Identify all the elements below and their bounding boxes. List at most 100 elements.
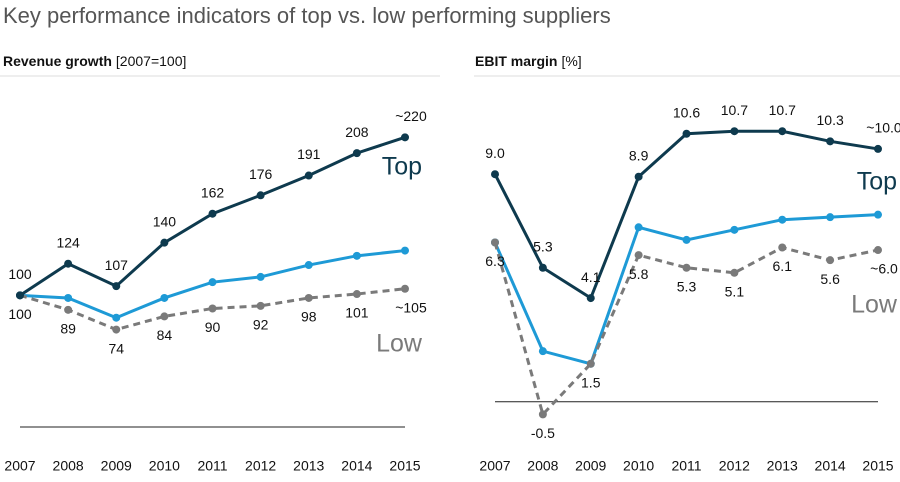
value-label: ~10.0 bbox=[866, 120, 900, 136]
data-point bbox=[682, 129, 691, 138]
data-point bbox=[538, 410, 547, 419]
heading-title: EBIT margin bbox=[475, 53, 557, 69]
x-tick-label: 2007 bbox=[4, 458, 35, 474]
value-label: 208 bbox=[345, 124, 369, 140]
value-label: 92 bbox=[253, 317, 269, 333]
data-point bbox=[826, 213, 835, 222]
data-point bbox=[304, 261, 313, 270]
x-tick-label: 2014 bbox=[341, 458, 372, 474]
value-label: 90 bbox=[205, 319, 221, 335]
value-label: 101 bbox=[345, 305, 369, 321]
data-point bbox=[112, 313, 121, 322]
data-point bbox=[634, 172, 643, 181]
x-tick-label: 2012 bbox=[245, 458, 276, 474]
value-label: 124 bbox=[56, 234, 80, 250]
legend-label: Low bbox=[851, 291, 898, 319]
value-label: ~220 bbox=[395, 108, 427, 124]
data-point bbox=[874, 246, 882, 255]
data-point bbox=[208, 209, 217, 218]
value-label: 10.7 bbox=[769, 102, 796, 118]
data-point bbox=[112, 325, 121, 334]
value-label: ~6.0 bbox=[870, 261, 898, 277]
value-label: 100 bbox=[8, 266, 32, 282]
value-label: 5.6 bbox=[820, 271, 840, 287]
value-label: 1.5 bbox=[581, 375, 601, 391]
value-label: 140 bbox=[153, 213, 177, 229]
data-point bbox=[304, 293, 313, 302]
x-tick-label: 2009 bbox=[575, 458, 606, 474]
x-tick-label: 2014 bbox=[815, 458, 846, 474]
value-label: 9.0 bbox=[485, 145, 505, 161]
value-label: 176 bbox=[249, 166, 273, 182]
data-point bbox=[160, 293, 169, 302]
value-label: 162 bbox=[201, 184, 225, 200]
legend-label: Low bbox=[376, 330, 423, 358]
data-point bbox=[64, 293, 73, 302]
heading-title: Revenue growth bbox=[3, 53, 112, 69]
data-point bbox=[538, 263, 547, 272]
data-point bbox=[778, 243, 787, 252]
data-point bbox=[352, 149, 361, 158]
value-label: 4.1 bbox=[581, 269, 601, 285]
data-point bbox=[160, 238, 169, 247]
x-tick-label: 2015 bbox=[862, 458, 893, 474]
value-label: 5.3 bbox=[677, 278, 697, 294]
value-label: 5.1 bbox=[725, 283, 745, 299]
x-tick-label: 2011 bbox=[197, 458, 227, 474]
heading-unit: [%] bbox=[561, 53, 581, 69]
value-label: 191 bbox=[297, 146, 321, 162]
data-point bbox=[256, 272, 265, 281]
data-point bbox=[491, 170, 499, 179]
data-point bbox=[682, 263, 691, 272]
data-point bbox=[112, 282, 121, 291]
data-point bbox=[304, 171, 313, 180]
heading-unit: [2007=100] bbox=[116, 53, 186, 69]
data-point bbox=[730, 225, 739, 234]
data-point bbox=[256, 191, 265, 200]
data-point bbox=[538, 347, 547, 356]
data-point bbox=[586, 294, 595, 303]
data-point bbox=[491, 238, 499, 247]
x-tick-label: 2010 bbox=[149, 458, 180, 474]
value-label: 74 bbox=[108, 340, 124, 356]
x-tick-label: 2007 bbox=[479, 458, 510, 474]
chart-heading: Revenue growth [2007=100] bbox=[3, 53, 186, 69]
data-point bbox=[778, 215, 787, 224]
x-tick-label: 2013 bbox=[767, 458, 798, 474]
data-point bbox=[401, 133, 409, 142]
value-label: 98 bbox=[301, 309, 317, 325]
value-label: 100 bbox=[8, 306, 32, 322]
data-point bbox=[634, 251, 643, 260]
series-line bbox=[19, 287, 406, 332]
data-point bbox=[208, 278, 217, 287]
data-point bbox=[160, 312, 169, 321]
data-point bbox=[778, 127, 787, 136]
data-point bbox=[826, 137, 835, 146]
data-point bbox=[256, 301, 265, 310]
data-point bbox=[16, 291, 24, 300]
value-label: 5.8 bbox=[629, 266, 649, 282]
data-point bbox=[634, 223, 643, 232]
data-point bbox=[730, 268, 739, 277]
value-label: -0.5 bbox=[531, 425, 555, 441]
data-point bbox=[730, 127, 739, 136]
data-point bbox=[682, 235, 691, 244]
value-label: 107 bbox=[105, 257, 129, 273]
data-point bbox=[208, 304, 217, 313]
value-label: 8.9 bbox=[629, 147, 649, 163]
value-label: 84 bbox=[157, 327, 173, 343]
data-point bbox=[826, 256, 835, 265]
value-label: 6.1 bbox=[773, 258, 793, 274]
value-label: ~105 bbox=[395, 299, 427, 315]
data-point bbox=[64, 305, 73, 314]
data-point bbox=[874, 210, 882, 219]
chart-heading: EBIT margin [%] bbox=[475, 53, 582, 69]
x-tick-label: 2008 bbox=[53, 458, 84, 474]
data-point bbox=[401, 246, 409, 255]
value-label: 5.3 bbox=[533, 238, 553, 254]
data-point bbox=[586, 359, 595, 368]
x-tick-label: 2012 bbox=[719, 458, 750, 474]
data-point bbox=[874, 144, 882, 153]
x-tick-label: 2008 bbox=[527, 458, 558, 474]
